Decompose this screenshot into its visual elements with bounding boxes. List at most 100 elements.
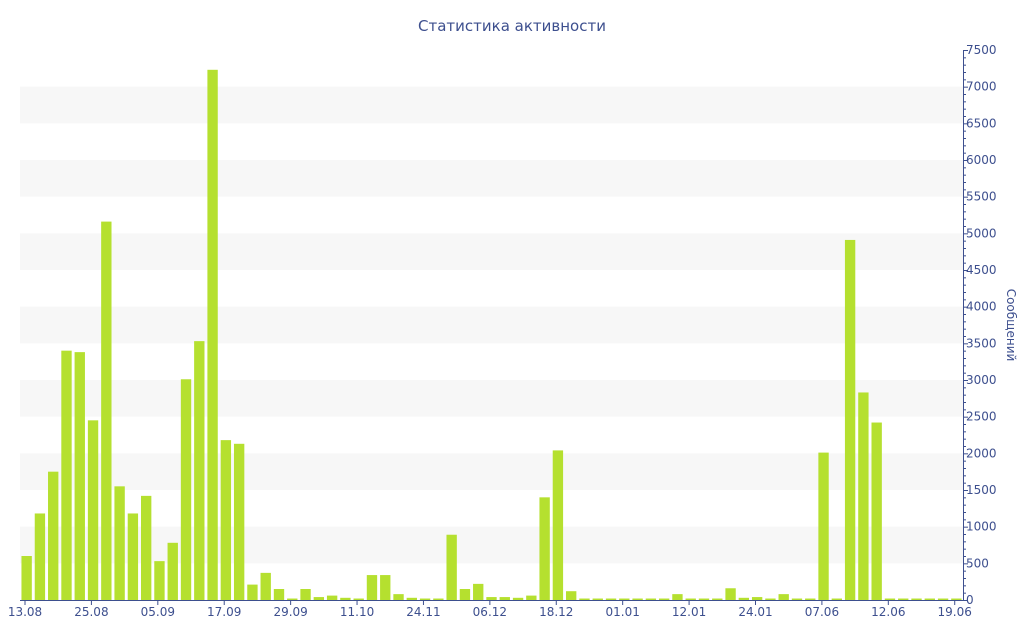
bar (951, 598, 962, 600)
bar (313, 597, 325, 600)
bar (712, 598, 723, 600)
y-tick-label: 7500 (966, 43, 997, 57)
bars (21, 69, 962, 601)
bar (154, 561, 165, 600)
chart-title: Статистика активности (418, 17, 606, 35)
grid-band (20, 306, 963, 344)
bar (898, 598, 909, 600)
x-tick-label: 25.08 (74, 605, 108, 619)
bar (74, 352, 85, 600)
bar (884, 598, 896, 600)
x-tick-label: 29.09 (273, 605, 307, 619)
bar (419, 598, 431, 600)
bar (698, 598, 710, 600)
bar (87, 420, 99, 600)
y-tick-label: 1000 (966, 520, 997, 534)
grid-band (20, 453, 963, 490)
x-tick-label: 18.12 (539, 605, 573, 619)
bar (645, 598, 657, 600)
bar (393, 594, 404, 600)
bar (340, 597, 351, 600)
bar (326, 595, 338, 600)
y-tick-label: 6000 (966, 153, 997, 167)
y-tick-label: 2000 (966, 446, 997, 460)
x-tick-label: 19.06 (938, 605, 972, 619)
grid-band (20, 160, 963, 197)
bar (233, 443, 245, 600)
bar (924, 598, 935, 600)
y-tick-label: 0 (966, 593, 974, 607)
bar (858, 392, 869, 600)
grid-band (20, 380, 963, 417)
bar (632, 598, 643, 600)
bar (287, 598, 298, 600)
bar (21, 556, 32, 600)
y-tick-label: 5500 (966, 190, 997, 204)
bar (805, 598, 816, 600)
y-tick-label: 3500 (966, 336, 997, 350)
x-tick-label: 05.09 (141, 605, 175, 619)
bar (579, 598, 590, 600)
y-tick-label: 6500 (966, 116, 997, 130)
bar (937, 598, 949, 600)
bar (499, 597, 510, 600)
y-tick-label: 2500 (966, 410, 997, 424)
bar (473, 583, 484, 600)
y-tick-label: 4500 (966, 263, 997, 277)
grid-band (20, 233, 963, 270)
bar (273, 589, 285, 600)
x-axis-ticks: 13.08 25.08 05.09 17.09 29.09 11.10 24.11 06.12… (8, 600, 972, 619)
bar (127, 513, 139, 600)
bar (526, 595, 537, 600)
bar (140, 495, 152, 600)
bar (446, 534, 457, 600)
x-tick-label: 24.11 (406, 605, 440, 619)
x-tick-label: 11.10 (340, 605, 374, 619)
bar (818, 452, 829, 600)
bar (725, 588, 736, 600)
bar (658, 598, 670, 600)
bar (300, 589, 311, 600)
bar (619, 598, 630, 600)
bar (220, 440, 232, 600)
bar (738, 597, 750, 600)
bar (366, 575, 378, 600)
bar (486, 597, 497, 600)
bar (778, 594, 789, 600)
x-tick-label: 12.01 (672, 605, 706, 619)
x-tick-label: 24.01 (738, 605, 772, 619)
y-tick-label: 7000 (966, 80, 997, 94)
x-tick-label: 17.09 (207, 605, 241, 619)
y-tick-label: 3000 (966, 373, 997, 387)
bar (831, 598, 843, 600)
x-tick-label: 13.08 (8, 605, 42, 619)
x-tick-label: 12.06 (871, 605, 905, 619)
x-tick-label: 07.06 (805, 605, 839, 619)
bar (61, 350, 72, 600)
bar (48, 471, 59, 600)
y-tick-label: 4000 (966, 300, 997, 314)
bar (433, 598, 444, 600)
bar (672, 594, 683, 600)
bar (260, 572, 271, 600)
bar (911, 598, 922, 600)
bar (765, 598, 776, 600)
grid-band (20, 86, 963, 124)
bar (539, 497, 550, 600)
bar (592, 598, 603, 600)
y-axis-title: Сообщений (1004, 289, 1018, 362)
grid-bands (20, 86, 963, 564)
bar (566, 591, 577, 600)
bar (353, 598, 364, 600)
bar (871, 422, 882, 600)
bar (247, 584, 258, 600)
bar (167, 542, 178, 600)
bar (685, 598, 696, 600)
bar (552, 450, 564, 600)
bar (34, 513, 46, 600)
y-tick-label: 1500 (966, 483, 997, 497)
bar (380, 575, 391, 600)
bar (114, 486, 125, 600)
x-tick-label: 06.12 (473, 605, 507, 619)
